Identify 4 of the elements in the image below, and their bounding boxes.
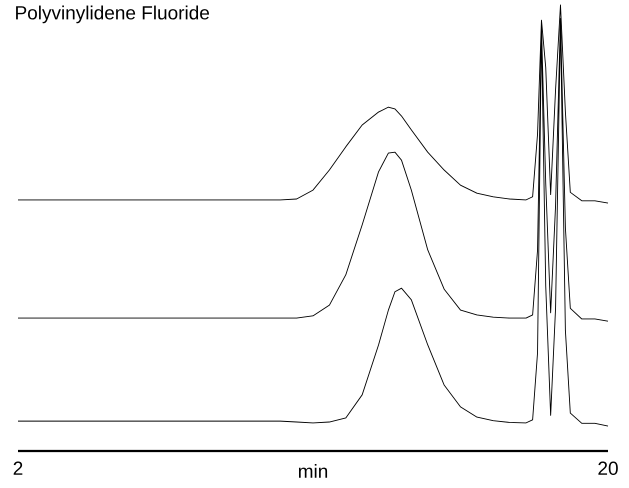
x-axis-title: min	[298, 464, 328, 478]
x-tick-label: 20	[598, 462, 618, 475]
chart-title: Polyvinylidene Fluoride	[16, 6, 210, 24]
x-tick-label: 2	[14, 462, 22, 475]
